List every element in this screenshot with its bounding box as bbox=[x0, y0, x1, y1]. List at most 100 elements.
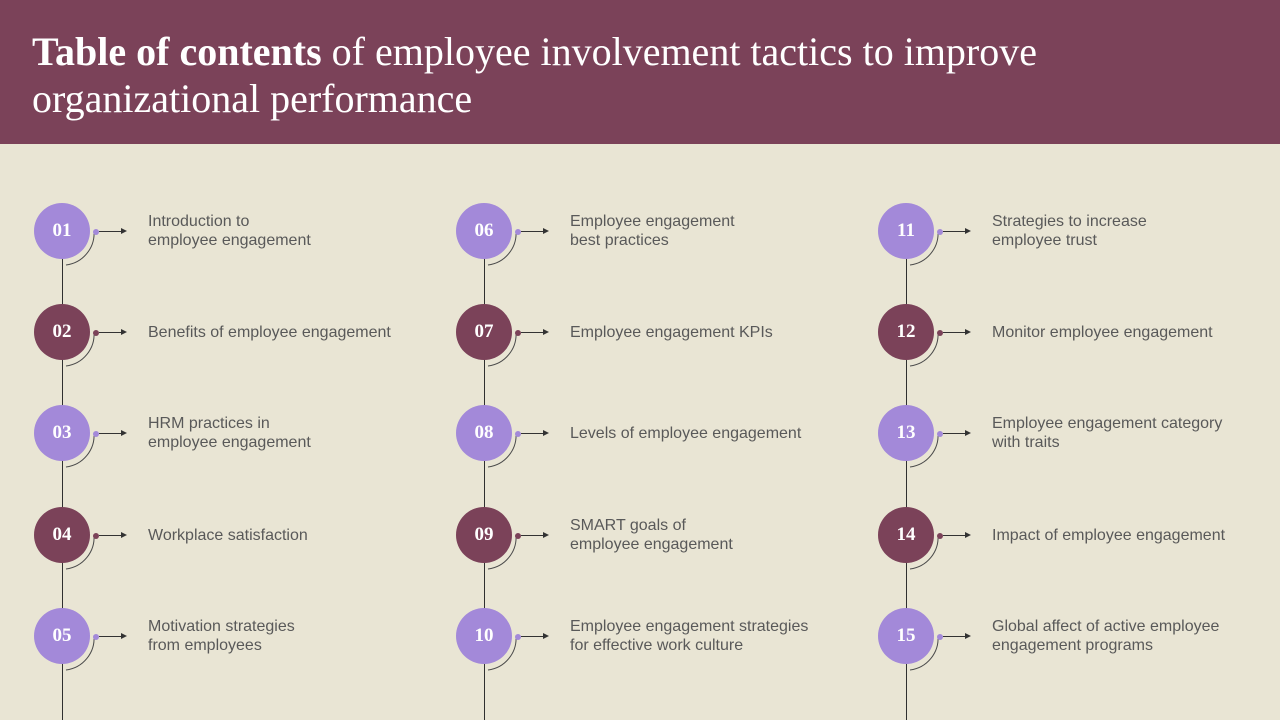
connector-dot bbox=[937, 533, 943, 539]
toc-number-circle: 10 bbox=[456, 608, 512, 664]
arrow-right-icon bbox=[965, 329, 971, 335]
toc-item-label: Motivation strategies from employees bbox=[148, 618, 295, 654]
toc-number-circle: 03 bbox=[34, 405, 90, 461]
arrow-line bbox=[943, 535, 965, 536]
toc-item-label: SMART goals of employee engagement bbox=[570, 517, 733, 553]
toc-number-circle: 12 bbox=[878, 304, 934, 360]
toc-item[interactable]: 07 Employee engagement KPIs bbox=[422, 302, 822, 367]
arrow-line bbox=[521, 433, 543, 434]
toc-item-label: Employee engagement best practices bbox=[570, 213, 735, 249]
toc-item[interactable]: 06 Employee engagement best practices bbox=[422, 201, 822, 266]
toc-number-circle: 05 bbox=[34, 608, 90, 664]
toc-item[interactable]: 05 Motivation strategies from employees bbox=[0, 606, 400, 671]
toc-item-label: HRM practices in employee engagement bbox=[148, 415, 311, 451]
toc-number-circle: 01 bbox=[34, 203, 90, 259]
connector-dot bbox=[937, 330, 943, 336]
toc-number-circle: 11 bbox=[878, 203, 934, 259]
toc-item[interactable]: 03 HRM practices in employee engagement bbox=[0, 403, 400, 468]
toc-item[interactable]: 10 Employee engagement strategies for eff… bbox=[422, 606, 822, 671]
connector-dot bbox=[937, 229, 943, 235]
arrow-line bbox=[521, 636, 543, 637]
arrow-line bbox=[943, 636, 965, 637]
toc-item-label: Workplace satisfaction bbox=[148, 526, 308, 544]
toc-number-circle: 04 bbox=[34, 507, 90, 563]
toc-item[interactable]: 12 Monitor employee engagement bbox=[844, 302, 1244, 367]
toc-item[interactable]: 11 Strategies to increase employee trust bbox=[844, 201, 1244, 266]
arrow-right-icon bbox=[965, 532, 971, 538]
arrow-line bbox=[521, 535, 543, 536]
toc-item[interactable]: 04 Workplace satisfaction bbox=[0, 505, 400, 570]
toc-item-label: Global affect of active employee engagem… bbox=[992, 618, 1220, 654]
arrow-right-icon bbox=[121, 633, 127, 639]
arrow-line bbox=[99, 535, 121, 536]
arrow-right-icon bbox=[543, 329, 549, 335]
toc-item[interactable]: 01 Introduction to employee engagement bbox=[0, 201, 400, 266]
toc-item[interactable]: 14 Impact of employee engagement bbox=[844, 505, 1244, 570]
arrow-right-icon bbox=[121, 532, 127, 538]
connector-dot bbox=[937, 634, 943, 640]
toc-number-circle: 07 bbox=[456, 304, 512, 360]
toc-item-label: Impact of employee engagement bbox=[992, 526, 1226, 544]
arrow-right-icon bbox=[543, 633, 549, 639]
timeline-line bbox=[906, 229, 907, 720]
toc-item-label: Strategies to increase employee trust bbox=[992, 213, 1147, 249]
toc-column: 06 Employee engagement best practices 07 Em… bbox=[422, 144, 822, 720]
arrow-line bbox=[943, 231, 965, 232]
toc-item[interactable]: 15 Global affect of active employee engag… bbox=[844, 606, 1244, 671]
toc-item-label: Employee engagement strategies for effec… bbox=[570, 618, 809, 654]
arrow-line bbox=[521, 231, 543, 232]
arrow-right-icon bbox=[965, 228, 971, 234]
header-banner: Table of contents of employee involvemen… bbox=[0, 0, 1280, 144]
connector-dot bbox=[515, 634, 521, 640]
arrow-right-icon bbox=[543, 228, 549, 234]
connector-dot bbox=[93, 330, 99, 336]
toc-number-circle: 15 bbox=[878, 608, 934, 664]
connector-dot bbox=[937, 431, 943, 437]
page-title-bold: Table of contents bbox=[32, 29, 322, 74]
arrow-right-icon bbox=[121, 228, 127, 234]
arrow-right-icon bbox=[121, 430, 127, 436]
toc-column: 11 Strategies to increase employee trust 1… bbox=[844, 144, 1244, 720]
toc-item-label: Employee engagement KPIs bbox=[570, 323, 773, 341]
connector-dot bbox=[515, 229, 521, 235]
arrow-line bbox=[99, 231, 121, 232]
connector-dot bbox=[93, 533, 99, 539]
arrow-right-icon bbox=[121, 329, 127, 335]
toc-item-label: Benefits of employee engagement bbox=[148, 323, 391, 341]
connector-dot bbox=[93, 431, 99, 437]
toc-item[interactable]: 02 Benefits of employee engagement bbox=[0, 302, 400, 367]
arrow-line bbox=[521, 332, 543, 333]
arrow-line bbox=[99, 636, 121, 637]
toc-item-label: Introduction to employee engagement bbox=[148, 213, 311, 249]
toc-number-circle: 06 bbox=[456, 203, 512, 259]
toc-number-circle: 02 bbox=[34, 304, 90, 360]
toc-item-label: Employee engagement category with traits bbox=[992, 415, 1223, 451]
timeline-line bbox=[62, 229, 63, 720]
toc-item[interactable]: 08 Levels of employee engagement bbox=[422, 403, 822, 468]
connector-dot bbox=[515, 330, 521, 336]
arrow-right-icon bbox=[543, 430, 549, 436]
arrow-right-icon bbox=[965, 430, 971, 436]
toc-item-label: Monitor employee engagement bbox=[992, 323, 1213, 341]
arrow-line bbox=[943, 332, 965, 333]
toc-item-label: Levels of employee engagement bbox=[570, 424, 802, 442]
toc-number-circle: 13 bbox=[878, 405, 934, 461]
arrow-right-icon bbox=[543, 532, 549, 538]
page-title-rest: of employee involvement tactics to impro… bbox=[32, 29, 1038, 121]
connector-dot bbox=[515, 431, 521, 437]
connector-dot bbox=[515, 533, 521, 539]
timeline-line bbox=[484, 229, 485, 720]
arrow-line bbox=[943, 433, 965, 434]
arrow-right-icon bbox=[965, 633, 971, 639]
connector-dot bbox=[93, 634, 99, 640]
page-title: Table of contents of employee involvemen… bbox=[32, 28, 1232, 122]
toc-column: 01 Introduction to employee engagement 02 B… bbox=[0, 144, 400, 720]
connector-dot bbox=[93, 229, 99, 235]
arrow-line bbox=[99, 433, 121, 434]
toc-number-circle: 14 bbox=[878, 507, 934, 563]
toc-item[interactable]: 13 Employee engagement category with trai… bbox=[844, 403, 1244, 468]
arrow-line bbox=[99, 332, 121, 333]
toc-number-circle: 08 bbox=[456, 405, 512, 461]
toc-number-circle: 09 bbox=[456, 507, 512, 563]
toc-item[interactable]: 09 SMART goals of employee engagement bbox=[422, 505, 822, 570]
